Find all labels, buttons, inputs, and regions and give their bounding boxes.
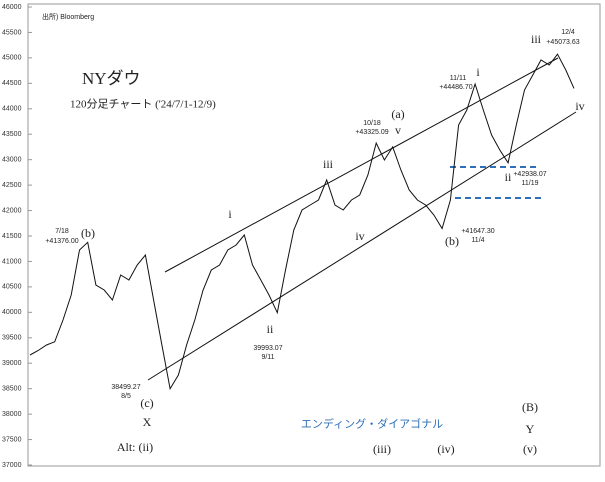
annotation: 9/11 [261,354,274,361]
annotation: 11/19 [522,180,539,187]
annotation: 11/4 [471,237,484,244]
y-tick-label: 43000 [2,157,22,164]
y-tick-label: 38000 [2,411,22,418]
annotation: +42938.07 [513,171,546,178]
y-tick-label: 39000 [2,360,22,367]
annotation: 8/5 [121,393,131,400]
y-tick-label: 37500 [2,436,22,443]
y-tick-label: 44500 [2,80,22,87]
source: 出所) Bloomberg [42,12,94,21]
y-tick-label: 43500 [2,131,22,138]
annotation: iv [355,229,364,243]
y-tick-label: 40000 [2,309,22,316]
y-tick-label: 42000 [2,207,22,214]
annotation: エンディング・ダイアゴナル [301,417,443,431]
y-tick-label: 39500 [2,335,22,342]
annotation: (b) [81,226,95,240]
y-tick-label: 45000 [2,55,22,62]
annotation: (iv) [437,442,454,456]
annotation: +41647.30 [461,228,494,235]
annotation: i [228,207,232,221]
y-tick-label: 44000 [2,106,22,113]
annotation: X [143,415,152,429]
price-line [29,53,575,391]
annotation: +41376.00 [45,238,78,245]
annotation: (B) [522,400,538,414]
annotation: Y [526,422,535,436]
annotation: (b) [445,234,459,248]
annotation: +44486.70 [439,84,472,91]
annotation: 7/18 [55,228,69,235]
plot-frame [27,3,601,467]
annotation: +45073.63 [546,39,579,46]
annotation: iii [323,157,334,171]
annotation: (iii) [373,442,391,456]
y-tick-label: 45500 [2,29,22,36]
y-tick-label: 40500 [2,284,22,291]
annotation: (c) [140,396,153,410]
y-tick-label: 37000 [2,462,22,469]
y-tick-label: 41000 [2,258,22,265]
y-tick-label: 46000 [2,4,22,11]
annotation: ii [505,170,512,184]
annotation: (v) [523,442,537,456]
y-tick-label: 38500 [2,386,22,393]
annotation: iii [531,32,542,46]
annotation: v [395,123,401,137]
channel-line [164,57,559,273]
annotation: 11/11 [450,75,467,82]
annotation: iv [575,99,584,113]
chart-subtitle: 120分足チャート ('24/7/1-12/9) [70,98,216,111]
chart-title: NYダウ [82,69,141,88]
annotation: +43325.09 [355,129,388,136]
annotation: 10/18 [363,120,381,127]
y-tick-label: 42500 [2,182,22,189]
annotation: Alt: (ii) [117,440,153,454]
annotation: i [476,65,480,79]
annotation: (a) [391,107,404,121]
y-tick-label: 41500 [2,233,22,240]
annotation: 12/4 [561,29,575,36]
annotation: ii [267,322,274,336]
annotation: 39993.07 [253,345,282,352]
annotation: 38499.27 [111,384,140,391]
